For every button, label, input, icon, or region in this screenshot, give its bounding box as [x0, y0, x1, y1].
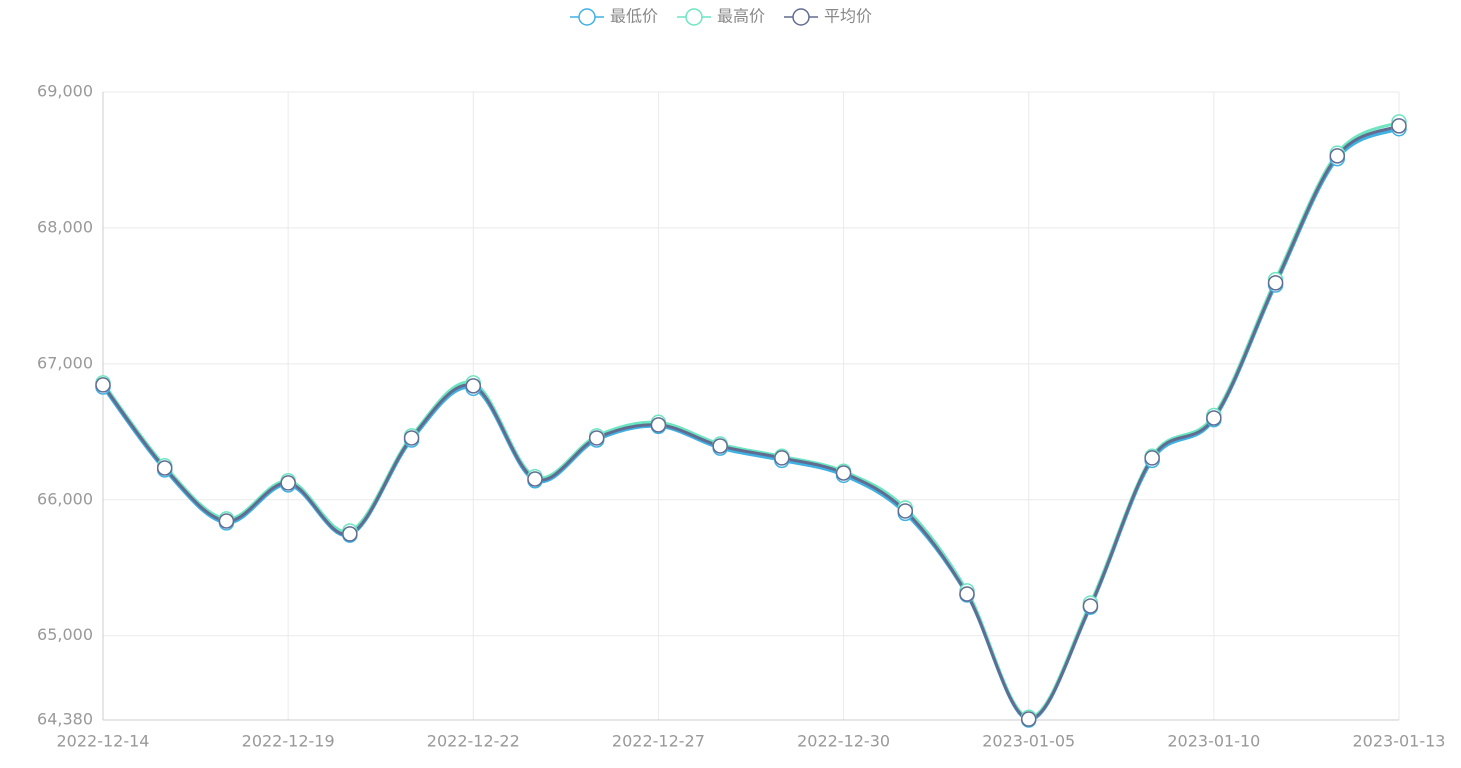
- legend-label: 最低价: [610, 7, 658, 26]
- y-tick-label: 66,000: [37, 489, 93, 508]
- data-point: [959, 586, 975, 602]
- legend-marker: [792, 8, 810, 26]
- data-point: [1020, 711, 1037, 727]
- legend-marker: [685, 8, 703, 26]
- legend-marker: [578, 8, 596, 26]
- y-tick-label: 65,000: [37, 625, 93, 644]
- y-tick-label: 64,380: [37, 710, 93, 729]
- x-tick-label: 2022-12-19: [242, 732, 335, 751]
- data-point: [95, 377, 111, 393]
- legend-label: 最高价: [717, 7, 765, 26]
- data-point: [1267, 275, 1284, 291]
- data-point: [403, 430, 420, 446]
- data-point: [527, 471, 543, 487]
- data-point: [650, 417, 667, 433]
- x-tick-label: 2023-01-10: [1167, 732, 1260, 751]
- legend-label: 平均价: [824, 7, 872, 26]
- x-tick-label: 2023-01-05: [982, 732, 1075, 751]
- data-point: [1082, 598, 1099, 614]
- data-point: [712, 438, 728, 454]
- x-tick-label: 2023-01-13: [1353, 732, 1446, 751]
- y-tick-label: 67,000: [37, 353, 93, 372]
- data-point: [1329, 148, 1346, 164]
- data-point: [897, 503, 914, 519]
- data-point: [774, 450, 790, 466]
- x-tick-label: 2022-12-22: [427, 732, 520, 751]
- data-point: [1391, 118, 1407, 134]
- series-line: [101, 120, 1400, 719]
- x-tick-label: 2022-12-27: [612, 732, 705, 751]
- data-point: [156, 460, 173, 476]
- data-point: [218, 513, 235, 529]
- data-point: [588, 430, 605, 446]
- legend: 最低价 最高价 平均价: [570, 7, 872, 26]
- x-tick-label: 2022-12-14: [57, 732, 150, 751]
- y-tick-label: 69,000: [37, 82, 93, 101]
- data-point: [342, 526, 358, 542]
- data-point: [465, 378, 482, 394]
- y-tick-label: 68,000: [37, 217, 93, 236]
- data-point: [1206, 410, 1222, 426]
- data-point: [835, 465, 852, 481]
- series-line: [101, 124, 1400, 721]
- data-point: [1144, 450, 1160, 466]
- x-tick-label: 2022-12-30: [797, 732, 890, 751]
- data-point: [280, 475, 296, 491]
